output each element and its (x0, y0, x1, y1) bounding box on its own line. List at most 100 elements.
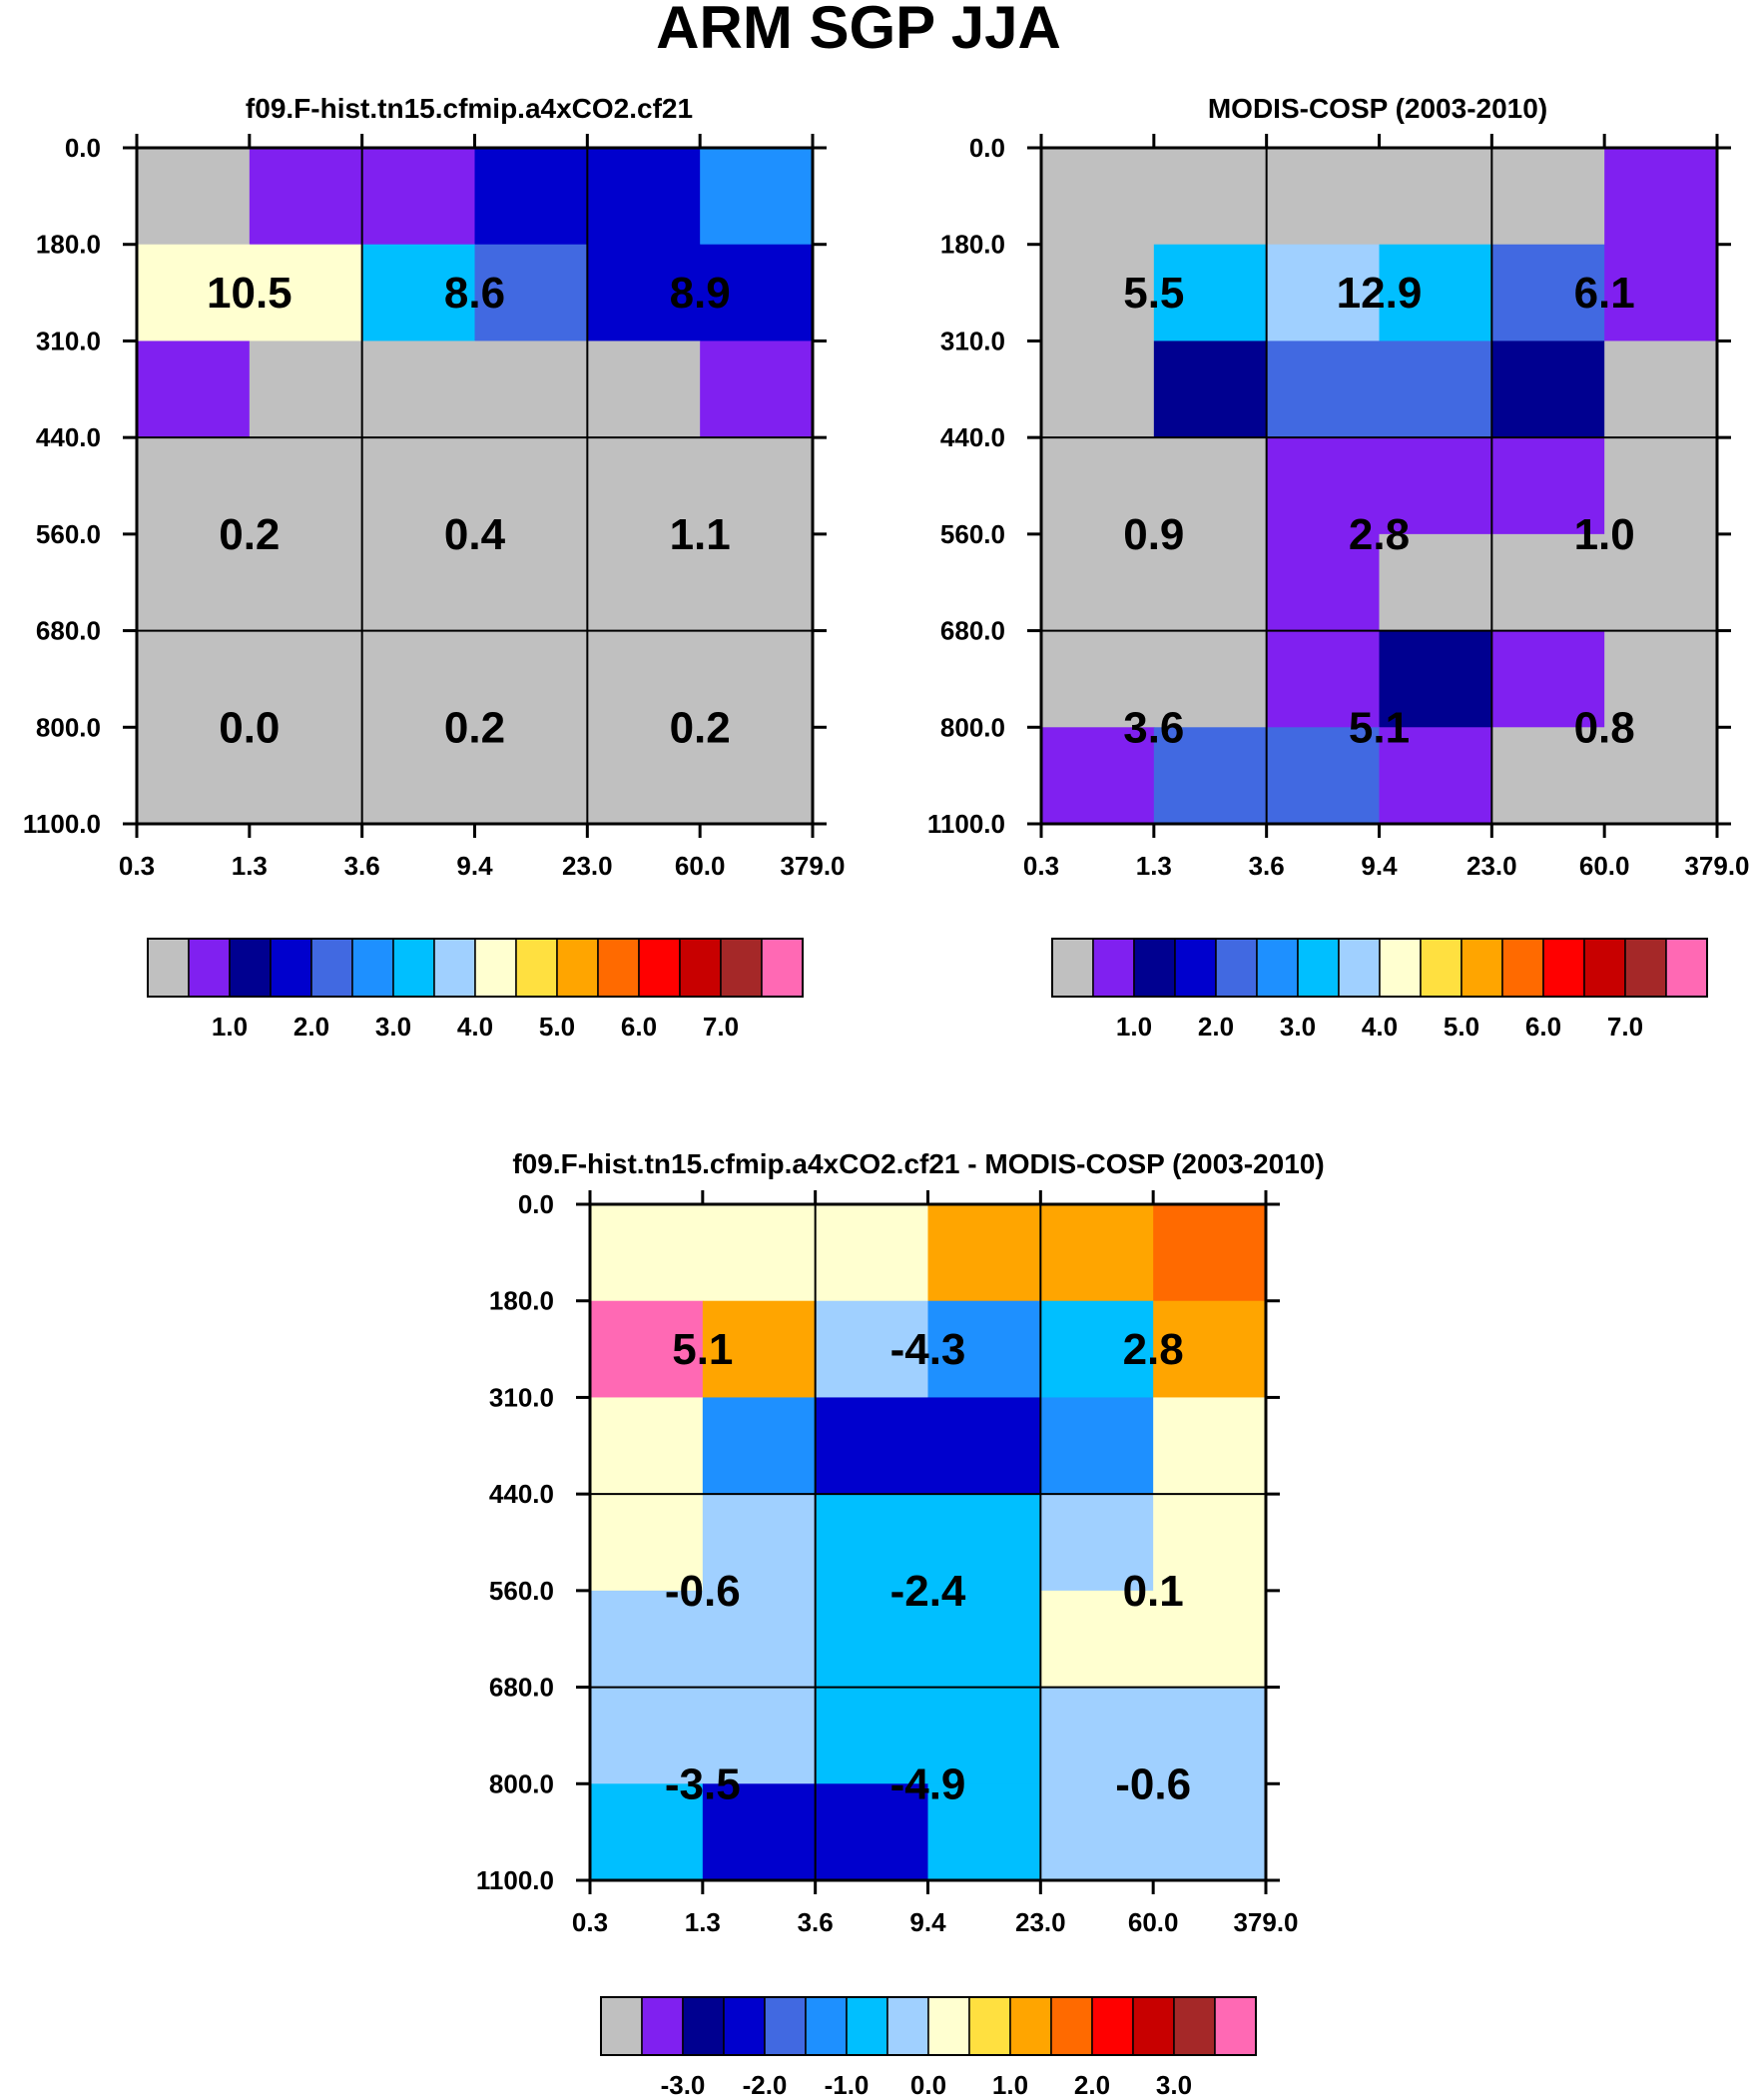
model-colorbar-box-11 (597, 938, 640, 998)
obs-xtick-label-3: 9.4 (1361, 851, 1398, 881)
model-value-label-2-1: 0.2 (444, 703, 505, 752)
diff-cell-r3-c1 (702, 1494, 817, 1592)
diff-cell-r4-c5 (1153, 1590, 1267, 1689)
diff-colorbar-box-0 (600, 1996, 643, 2056)
diff-xtick-label-2: 3.6 (798, 1907, 834, 1937)
diff-cell-r2-c1 (702, 1397, 817, 1495)
obs-value-label-1-1: 2.8 (1349, 510, 1410, 559)
model-value-label-1-2: 1.1 (670, 510, 731, 559)
diff-cell-r3-c3 (927, 1494, 1041, 1592)
obs-cell-r4-c4 (1491, 533, 1605, 632)
obs-cell-r4-c2 (1266, 533, 1381, 632)
model-colorbar-label-3: 4.0 (457, 1012, 493, 1042)
obs-colorbar-label-3: 4.0 (1362, 1012, 1398, 1042)
obs-cell-r0-c3 (1379, 148, 1492, 246)
obs-cell-r6-c0 (1041, 727, 1155, 825)
obs-xtick-label-1: 1.3 (1136, 851, 1172, 881)
diff-cell-r1-c0 (590, 1300, 704, 1399)
diff-ytick-label-3: 440.0 (489, 1479, 554, 1509)
diff-cell-r6-c1 (702, 1783, 817, 1881)
obs-colorbar-label-4: 5.0 (1444, 1012, 1479, 1042)
diff-ytick-label-6: 800.0 (489, 1768, 554, 1798)
model-cell-r5-c2 (361, 630, 476, 728)
obs-colorbar-box-8 (1379, 938, 1422, 998)
model-value-label-0-2: 8.9 (670, 269, 731, 318)
model-value-label-0-1: 8.6 (444, 269, 505, 318)
obs-cell-r5-c2 (1266, 630, 1381, 728)
obs-xtick-label-2: 3.6 (1249, 851, 1285, 881)
panel-model: f09.F-hist.tn15.cfmip.a4xCO2.cf21 0.3 1.3… (23, 93, 846, 1042)
obs-cell-r2-c2 (1266, 341, 1381, 438)
obs-cell-r2-c5 (1604, 341, 1718, 438)
diff-value-label-0-2: 2.8 (1123, 1325, 1184, 1374)
model-colorbar-box-6 (392, 938, 435, 998)
diff-colorbar-box-8 (927, 1996, 970, 2056)
model-cell-r2-c5 (700, 341, 814, 438)
model-colorbar-label-2: 3.0 (375, 1012, 411, 1042)
model-xtick-label-4: 23.0 (562, 851, 613, 881)
obs-cell-r1-c4 (1491, 244, 1605, 343)
model-colorbar-box-12 (638, 938, 681, 998)
diff-ytick-label-2: 310.0 (489, 1382, 554, 1412)
obs-ytick-label-7: 1100.0 (927, 809, 1005, 839)
diff-colorbar-label-5: 2.0 (1074, 2070, 1110, 2100)
model-cell-r6-c5 (700, 727, 814, 825)
obs-colorbar-box-7 (1338, 938, 1381, 998)
model-xtick-label-2: 3.6 (344, 851, 380, 881)
model-value-label-0-0: 10.5 (207, 269, 293, 318)
obs-cell-r4-c3 (1379, 533, 1492, 632)
diff-colorbar-box-2 (682, 1996, 725, 2056)
obs-cell-r6-c5 (1604, 727, 1718, 825)
diff-cell-r4-c2 (815, 1590, 929, 1689)
model-colorbar-label-6: 7.0 (703, 1012, 739, 1042)
diff-value-label-0-1: -4.3 (890, 1325, 966, 1374)
obs-colorbar-box-12 (1542, 938, 1585, 998)
obs-colorbar-box-13 (1583, 938, 1626, 998)
model-cell-r3-c0 (137, 437, 251, 535)
diff-colorbar-box-12 (1091, 1996, 1134, 2056)
model-cell-r3-c4 (587, 437, 701, 535)
obs-colorbar-frame (1051, 938, 1708, 998)
diff-cell-r1-c3 (927, 1300, 1041, 1399)
diff-cell-r3-c0 (590, 1494, 704, 1592)
model-cell-r6-c4 (587, 727, 701, 825)
obs-colorbar-box-11 (1501, 938, 1544, 998)
obs-cell-r0-c1 (1153, 148, 1268, 246)
diff-cell-r0-c2 (815, 1204, 929, 1302)
diff-value-label-2-2: -0.6 (1115, 1759, 1191, 1808)
model-ytick-label-1: 180.0 (36, 230, 101, 260)
obs-cell-r6-c1 (1153, 727, 1268, 825)
diff-cell-r2-c0 (590, 1397, 704, 1495)
diff-value-label-2-1: -4.9 (890, 1759, 966, 1808)
model-cell-r0-c5 (700, 148, 814, 246)
obs-cell-r5-c5 (1604, 630, 1718, 728)
model-cell-r2-c1 (249, 341, 363, 438)
obs-cell-r2-c0 (1041, 341, 1155, 438)
model-xtick-label-6: 379.0 (780, 851, 845, 881)
model-cell-r2-c2 (361, 341, 476, 438)
diff-ytick-label-4: 560.0 (489, 1576, 554, 1606)
model-value-label-1-0: 0.2 (219, 510, 280, 559)
model-cell-r0-c4 (587, 148, 701, 246)
obs-cell-r1-c0 (1041, 244, 1155, 343)
model-colorbar-box-13 (679, 938, 722, 998)
diff-cell-r4-c3 (927, 1590, 1041, 1689)
obs-cell-r0-c0 (1041, 148, 1155, 246)
diff-colorbar-box-5 (805, 1996, 848, 2056)
model-cell-r2-c4 (587, 341, 701, 438)
diff-cell-r6-c0 (590, 1783, 704, 1881)
obs-colorbar-box-1 (1092, 938, 1135, 998)
model-colorbar-box-15 (761, 938, 804, 998)
diff-cell-r5-c4 (1040, 1687, 1154, 1784)
model-xtick-label-5: 60.0 (675, 851, 726, 881)
diff-cell-r5-c3 (927, 1687, 1041, 1784)
obs-value-label-1-0: 0.9 (1123, 510, 1184, 559)
model-cell-r5-c0 (137, 630, 251, 728)
diff-cell-r3-c4 (1040, 1494, 1154, 1592)
model-colorbar-box-8 (474, 938, 517, 998)
diff-cell-r0-c4 (1040, 1204, 1154, 1302)
diff-cell-r1-c2 (815, 1300, 929, 1399)
diff-colorbar-box-15 (1214, 1996, 1257, 2056)
model-cell-r1-c3 (474, 244, 588, 343)
obs-colorbar-box-2 (1133, 938, 1176, 998)
